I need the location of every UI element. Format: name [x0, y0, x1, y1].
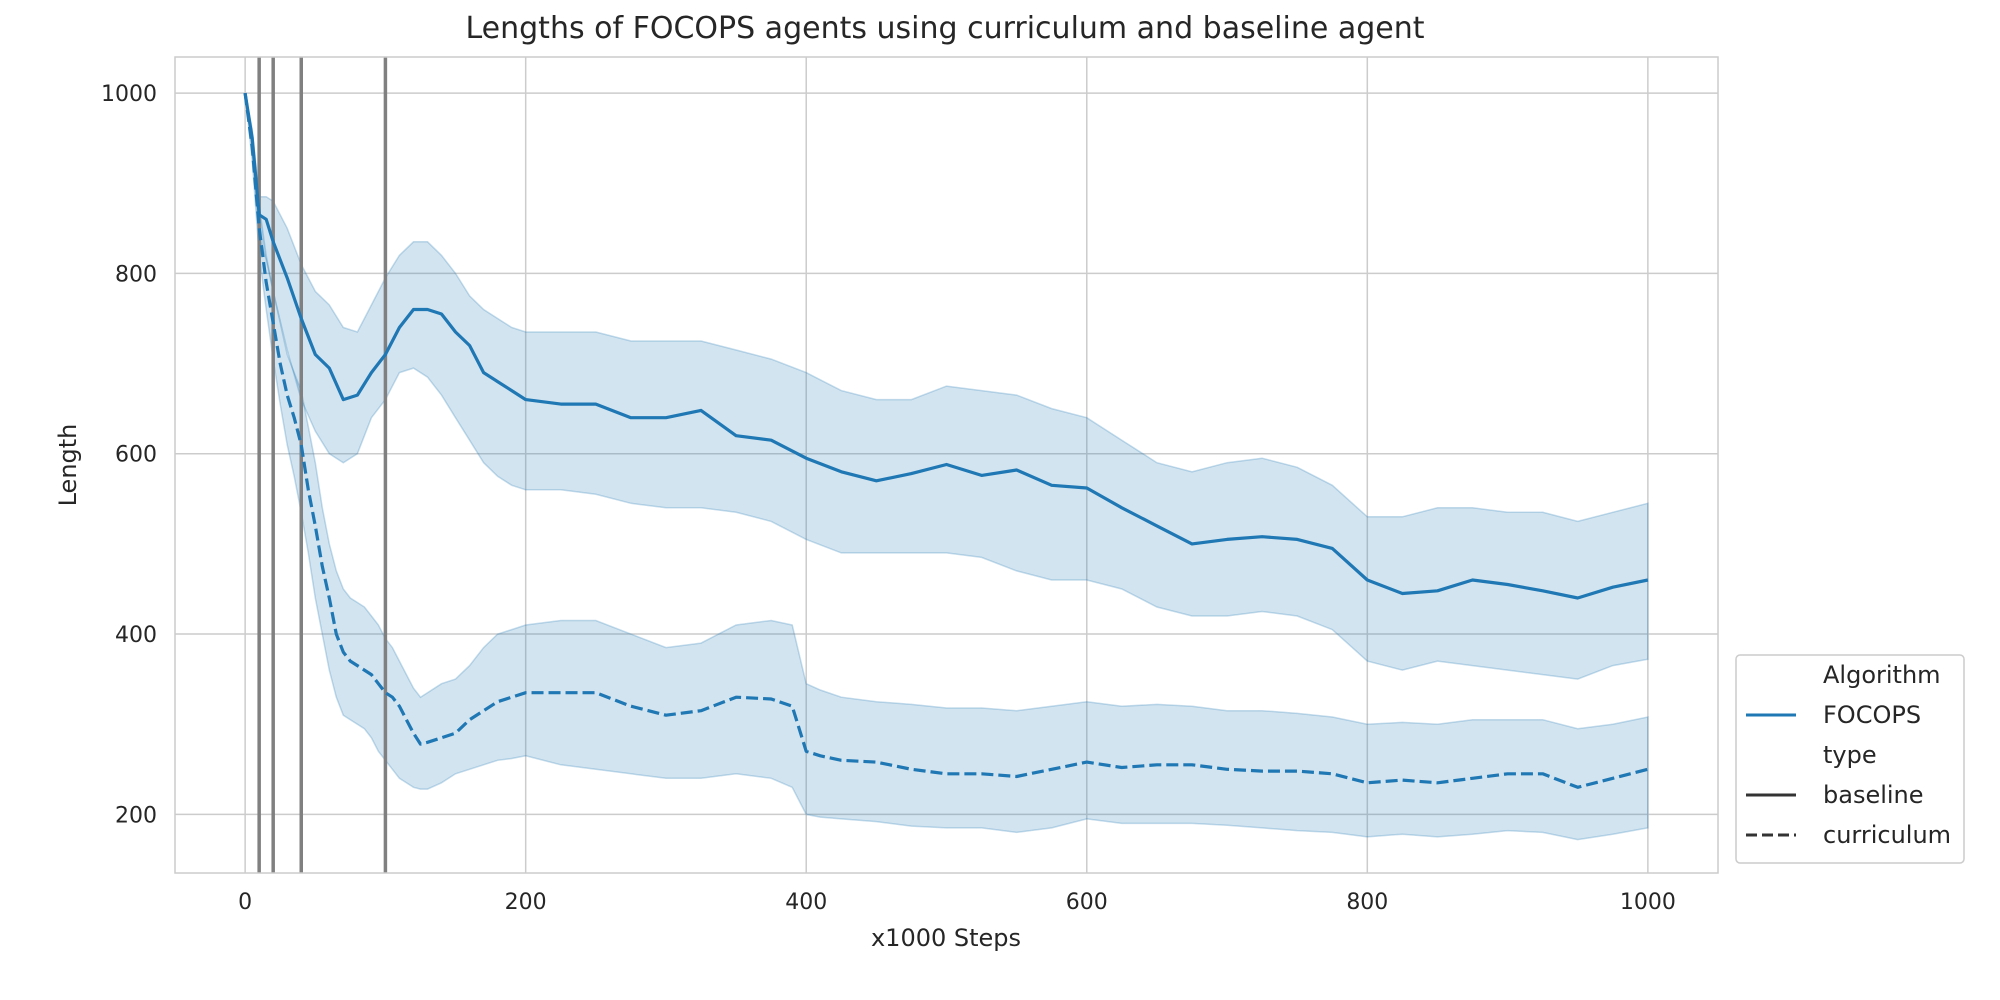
y-axis-label: Length: [54, 424, 82, 507]
legend-entry-focops: FOCOPS: [1823, 701, 1921, 729]
x-axis-label: x1000 Steps: [871, 924, 1021, 952]
legend-style-title: type: [1823, 741, 1877, 769]
y-tick-label-2: 600: [115, 443, 157, 468]
chart-title: Lengths of FOCOPS agents using curriculu…: [465, 11, 1424, 46]
series-lines: [243, 92, 1649, 789]
legend: Algorithm FOCOPS type baseline curriculu…: [1735, 654, 1965, 864]
y-tick-label-0: 200: [115, 803, 157, 828]
x-tick-label-2: 400: [785, 890, 827, 915]
x-tick-label-4: 800: [1346, 890, 1388, 915]
plot-frame: [174, 56, 1719, 874]
y-tick-label-1: 400: [115, 623, 157, 648]
y-tick-labels: 200 400 600 800 1000: [101, 82, 157, 828]
y-tick-label-4: 1000: [101, 82, 157, 107]
x-tick-label-1: 200: [505, 890, 547, 915]
x-tick-label-3: 600: [1066, 890, 1108, 915]
line-baseline: [243, 92, 1649, 600]
x-tick-label-5: 1000: [1620, 890, 1676, 915]
legend-entry-baseline: baseline: [1823, 781, 1924, 809]
grid: [175, 57, 1718, 873]
band-curriculum: [244, 92, 1649, 841]
x-tick-labels: 0 200 400 600 800 1000: [238, 890, 1676, 915]
legend-box: [1735, 654, 1965, 864]
x-tick-label-0: 0: [238, 890, 252, 915]
line-curriculum: [243, 92, 1649, 789]
y-tick-label-3: 800: [115, 262, 157, 287]
legend-hue-title: Algorithm: [1823, 661, 1941, 689]
legend-entry-curriculum: curriculum: [1823, 821, 1951, 849]
curriculum-switch-lines: [257, 57, 388, 873]
